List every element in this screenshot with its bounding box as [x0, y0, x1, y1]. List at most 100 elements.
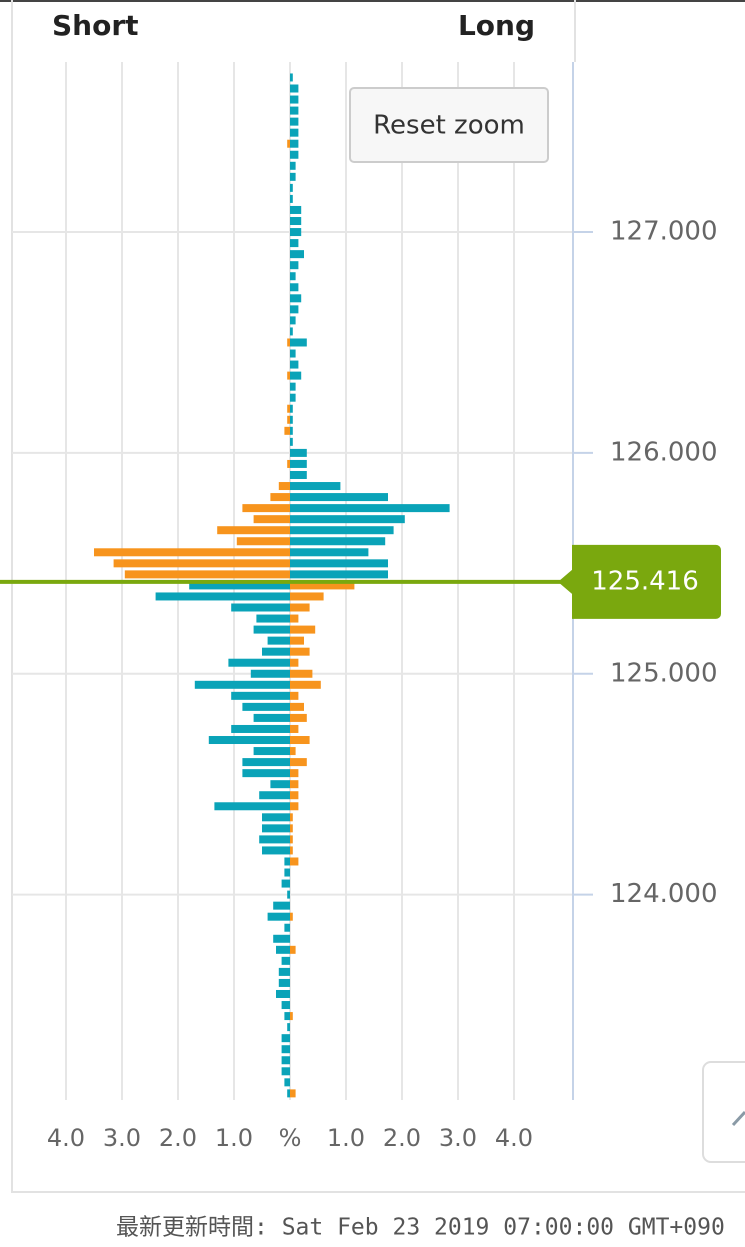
bar	[124, 570, 290, 579]
bar	[276, 989, 290, 998]
x-tick-label: 4.0	[495, 1124, 533, 1152]
bar	[290, 658, 299, 667]
bar	[253, 747, 290, 756]
bar	[256, 614, 290, 623]
overlay: 125.416	[0, 544, 721, 619]
bar	[284, 868, 290, 877]
bar	[290, 470, 307, 479]
bar	[281, 956, 290, 965]
bar	[281, 1067, 290, 1076]
bar	[290, 702, 304, 711]
bar	[290, 106, 299, 115]
bar	[290, 857, 299, 866]
bar	[228, 658, 290, 667]
bar	[253, 625, 290, 634]
bar	[290, 161, 296, 170]
bar	[290, 73, 293, 82]
bar	[270, 493, 290, 502]
bar	[290, 239, 299, 248]
reset-zoom-button[interactable]: Reset zoom	[349, 87, 549, 163]
bar	[290, 360, 299, 369]
bar	[290, 283, 299, 292]
bar	[290, 426, 293, 435]
bar	[290, 912, 293, 921]
bar	[290, 150, 299, 159]
bar	[290, 813, 293, 822]
bar	[284, 923, 290, 932]
bar	[284, 857, 290, 866]
bar	[231, 603, 290, 612]
bar	[290, 835, 293, 844]
bar	[290, 117, 299, 126]
bar	[290, 437, 293, 446]
bar	[290, 504, 450, 513]
bar	[290, 570, 388, 579]
bar	[290, 371, 302, 380]
bar	[287, 371, 290, 380]
button-label[interactable]: Reset zoom	[373, 111, 525, 141]
bar	[287, 338, 290, 347]
bars	[94, 73, 450, 1098]
bar	[236, 537, 290, 546]
x-tick-label: 1.0	[215, 1124, 253, 1152]
scroll-box[interactable]	[702, 1061, 745, 1163]
bar	[290, 526, 394, 535]
bar	[189, 581, 290, 590]
bar	[290, 669, 313, 678]
footer: 最新更新時間: Sat Feb 23 2019 07:00:00 GMT+090	[116, 1215, 725, 1241]
bar	[290, 139, 299, 148]
bar	[242, 769, 290, 778]
bar	[290, 515, 405, 524]
frame	[11, 0, 745, 1193]
bar	[290, 349, 296, 358]
bar	[278, 967, 290, 976]
x-tick-label: 2.0	[383, 1124, 421, 1152]
bar	[284, 1078, 290, 1087]
bar	[281, 1034, 290, 1043]
bar	[290, 482, 341, 491]
bar	[290, 228, 302, 237]
bar	[290, 780, 299, 789]
bar	[208, 736, 290, 745]
bar	[290, 217, 302, 226]
bar	[113, 559, 290, 568]
bar	[287, 890, 290, 899]
bar	[290, 625, 316, 634]
bar	[290, 769, 299, 778]
bar	[276, 945, 290, 954]
bar	[287, 1023, 290, 1032]
bar	[270, 780, 290, 789]
bar	[155, 592, 290, 601]
bar	[253, 515, 290, 524]
bar	[259, 835, 290, 844]
bar	[290, 614, 299, 623]
scroll-button[interactable]	[702, 1061, 745, 1163]
x-tick-label: 1.0	[327, 1124, 365, 1152]
bar	[290, 802, 299, 811]
bar	[267, 636, 290, 645]
bar	[253, 713, 290, 722]
bar	[290, 194, 293, 203]
bar	[290, 581, 355, 590]
bar	[290, 559, 388, 568]
bar	[290, 1012, 293, 1021]
bar	[290, 448, 307, 457]
bar	[290, 736, 310, 745]
bar	[290, 713, 307, 722]
bar	[290, 791, 299, 800]
bar	[290, 172, 296, 181]
bar	[262, 846, 290, 855]
bar	[290, 548, 369, 557]
top-edge	[0, 0, 745, 2]
bar	[290, 592, 324, 601]
button-box[interactable]	[349, 87, 549, 163]
bar	[290, 1089, 296, 1098]
bar	[287, 139, 290, 148]
bar	[287, 459, 290, 468]
bar	[284, 426, 290, 435]
bar	[231, 691, 290, 700]
bar	[273, 934, 290, 943]
bar	[290, 183, 293, 192]
y-tick-label: 126.000	[610, 437, 718, 467]
bar	[290, 128, 299, 137]
